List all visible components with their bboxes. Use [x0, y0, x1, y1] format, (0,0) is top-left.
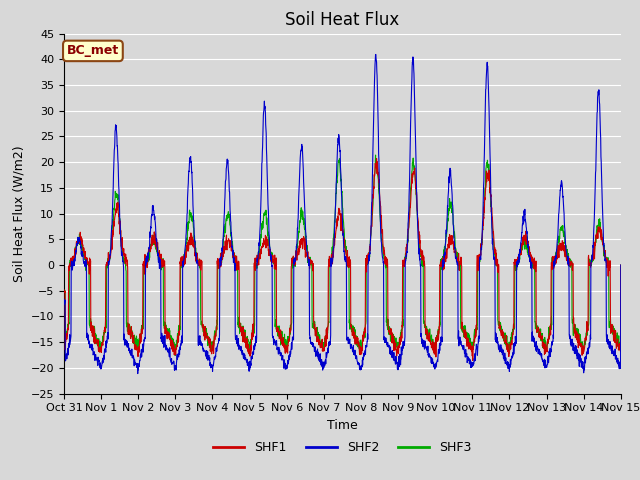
Legend: SHF1, SHF2, SHF3: SHF1, SHF2, SHF3 — [208, 436, 477, 459]
Y-axis label: Soil Heat Flux (W/m2): Soil Heat Flux (W/m2) — [12, 145, 25, 282]
Title: Soil Heat Flux: Soil Heat Flux — [285, 11, 399, 29]
X-axis label: Time: Time — [327, 419, 358, 432]
Text: BC_met: BC_met — [67, 44, 119, 58]
